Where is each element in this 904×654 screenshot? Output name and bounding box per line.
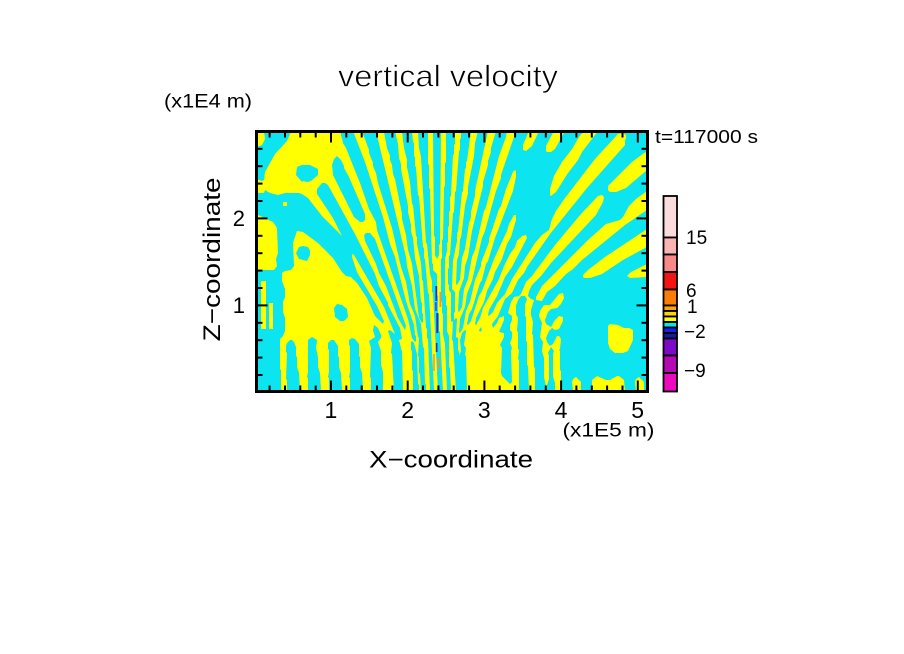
- svg-text:4: 4: [555, 397, 568, 423]
- svg-text:Z−coordinate: Z−coordinate: [199, 177, 226, 341]
- svg-text:1: 1: [325, 397, 338, 423]
- svg-text:−9: −9: [684, 361, 706, 382]
- svg-text:2: 2: [401, 397, 414, 423]
- svg-text:vertical velocity: vertical velocity: [338, 59, 559, 94]
- svg-text:(x1E4 m): (x1E4 m): [164, 92, 252, 113]
- svg-text:6: 6: [686, 281, 697, 302]
- svg-text:1: 1: [233, 293, 245, 318]
- svg-text:(x1E5 m): (x1E5 m): [563, 421, 655, 442]
- svg-text:2: 2: [233, 206, 245, 231]
- svg-text:1: 1: [687, 297, 698, 318]
- svg-text:X−coordinate: X−coordinate: [369, 447, 533, 474]
- svg-text:5: 5: [631, 397, 644, 423]
- svg-text:15: 15: [686, 228, 707, 249]
- svg-text:t=117000 s: t=117000 s: [655, 127, 758, 147]
- svg-text:3: 3: [478, 397, 491, 423]
- svg-text:−2: −2: [684, 322, 706, 343]
